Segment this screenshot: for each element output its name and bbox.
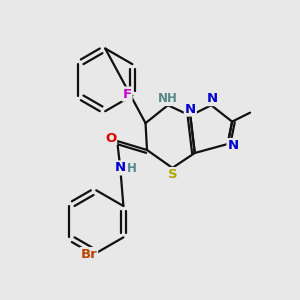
Text: N: N [206, 92, 218, 105]
Text: O: O [105, 132, 116, 145]
Text: NH: NH [158, 92, 177, 105]
Text: N: N [185, 103, 196, 116]
Text: H: H [127, 162, 136, 175]
Text: S: S [168, 168, 177, 181]
Text: Br: Br [80, 248, 97, 261]
Text: N: N [115, 161, 126, 174]
Text: F: F [122, 88, 131, 100]
Text: N: N [227, 139, 239, 152]
